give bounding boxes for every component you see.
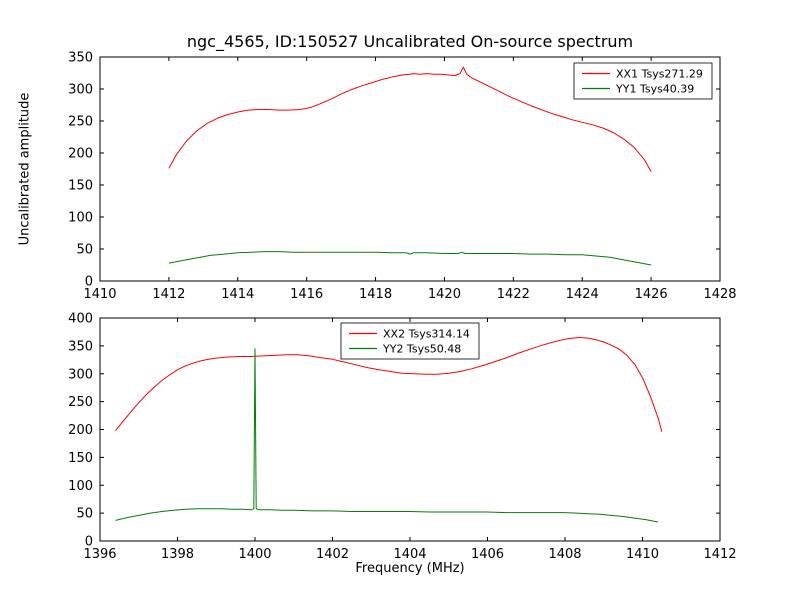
series-line-xx1 (168, 66, 652, 172)
series-line-yy2 (115, 348, 659, 523)
x-tick-label: 1416 (290, 287, 323, 302)
x-tick-label: 1428 (703, 287, 736, 302)
axes-top-spectrum: 1410 1412 1414 1416 1418 1420 1422 1424 1426 1428… (68, 51, 736, 303)
legend-label: YY2 Tsys50.48 (382, 343, 461, 356)
x-tick-label: 1426 (635, 287, 668, 302)
series-line-xx2 (115, 337, 663, 432)
x-tick-label: 1420 (428, 287, 461, 302)
x-tick-label: 1424 (566, 287, 599, 302)
y-tick-label: 250 (68, 395, 93, 410)
y-tick-label: 150 (68, 179, 93, 194)
x-tick-label: 1414 (221, 287, 254, 302)
y-tick-label: 300 (68, 83, 93, 98)
y-tick-label: 350 (68, 339, 93, 354)
y-tick-label: 400 (68, 312, 93, 327)
y-axis-label: Uncalibrated amplitude (17, 92, 33, 246)
x-tick-label: 1410 (626, 547, 659, 562)
tick-marks-and-labels: 1410 1412 1414 1416 1418 1420 1422 1424 1426 1428… (68, 51, 736, 303)
y-tick-label: 50 (76, 507, 93, 522)
plot-title: ngc_4565, ID:150527 Uncalibrated On-sour… (186, 32, 634, 51)
x-tick-label: 1412 (152, 287, 185, 302)
axes-frame (99, 56, 721, 282)
y-tick-label: 0 (85, 275, 93, 290)
tick-marks-and-labels: 1396 1398 1400 1402 1404 1406 1408 1410 1412 0 50 1… (68, 312, 736, 563)
legend-label: XX2 Tsys314.14 (383, 328, 470, 341)
y-tick-label: 300 (68, 367, 93, 382)
y-tick-label: 200 (68, 147, 93, 162)
legend-label: YY1 Tsys40.39 (615, 83, 694, 96)
axes-bottom-spectrum: 1396 1398 1400 1402 1404 1406 1408 1410 1412 0 50 1… (68, 312, 736, 563)
legend-box (340, 322, 480, 360)
x-tick-label: 1404 (393, 547, 426, 562)
series-line-yy1 (168, 251, 652, 266)
x-tick-label: 1402 (316, 547, 349, 562)
y-tick-label: 100 (68, 211, 93, 226)
legend-label: XX1 Tsys271.29 (616, 68, 703, 81)
y-tick-label: 50 (76, 243, 93, 258)
x-tick-label: 1418 (359, 287, 392, 302)
y-tick-label: 100 (68, 479, 93, 494)
y-tick-label: 350 (68, 51, 93, 66)
x-tick-label: 1396 (83, 547, 116, 562)
x-tick-label: 1398 (161, 547, 194, 562)
y-tick-label: 250 (68, 115, 93, 130)
x-tick-label: 1412 (703, 547, 736, 562)
y-tick-label: 150 (68, 451, 93, 466)
y-tick-label: 200 (68, 423, 93, 438)
legend: XX2 Tsys314.14 YY2 Tsys50.48 (340, 322, 480, 360)
x-tick-label: 1408 (548, 547, 581, 562)
legend: XX1 Tsys271.29 YY1 Tsys40.39 (573, 62, 713, 100)
x-tick-label: 1410 (83, 287, 116, 302)
x-axis-label: Frequency (MHz) (355, 561, 465, 576)
x-tick-label: 1406 (471, 547, 504, 562)
y-tick-label: 0 (85, 535, 93, 550)
x-tick-label: 1400 (238, 547, 271, 562)
x-tick-label: 1422 (497, 287, 530, 302)
legend-box (573, 62, 713, 100)
